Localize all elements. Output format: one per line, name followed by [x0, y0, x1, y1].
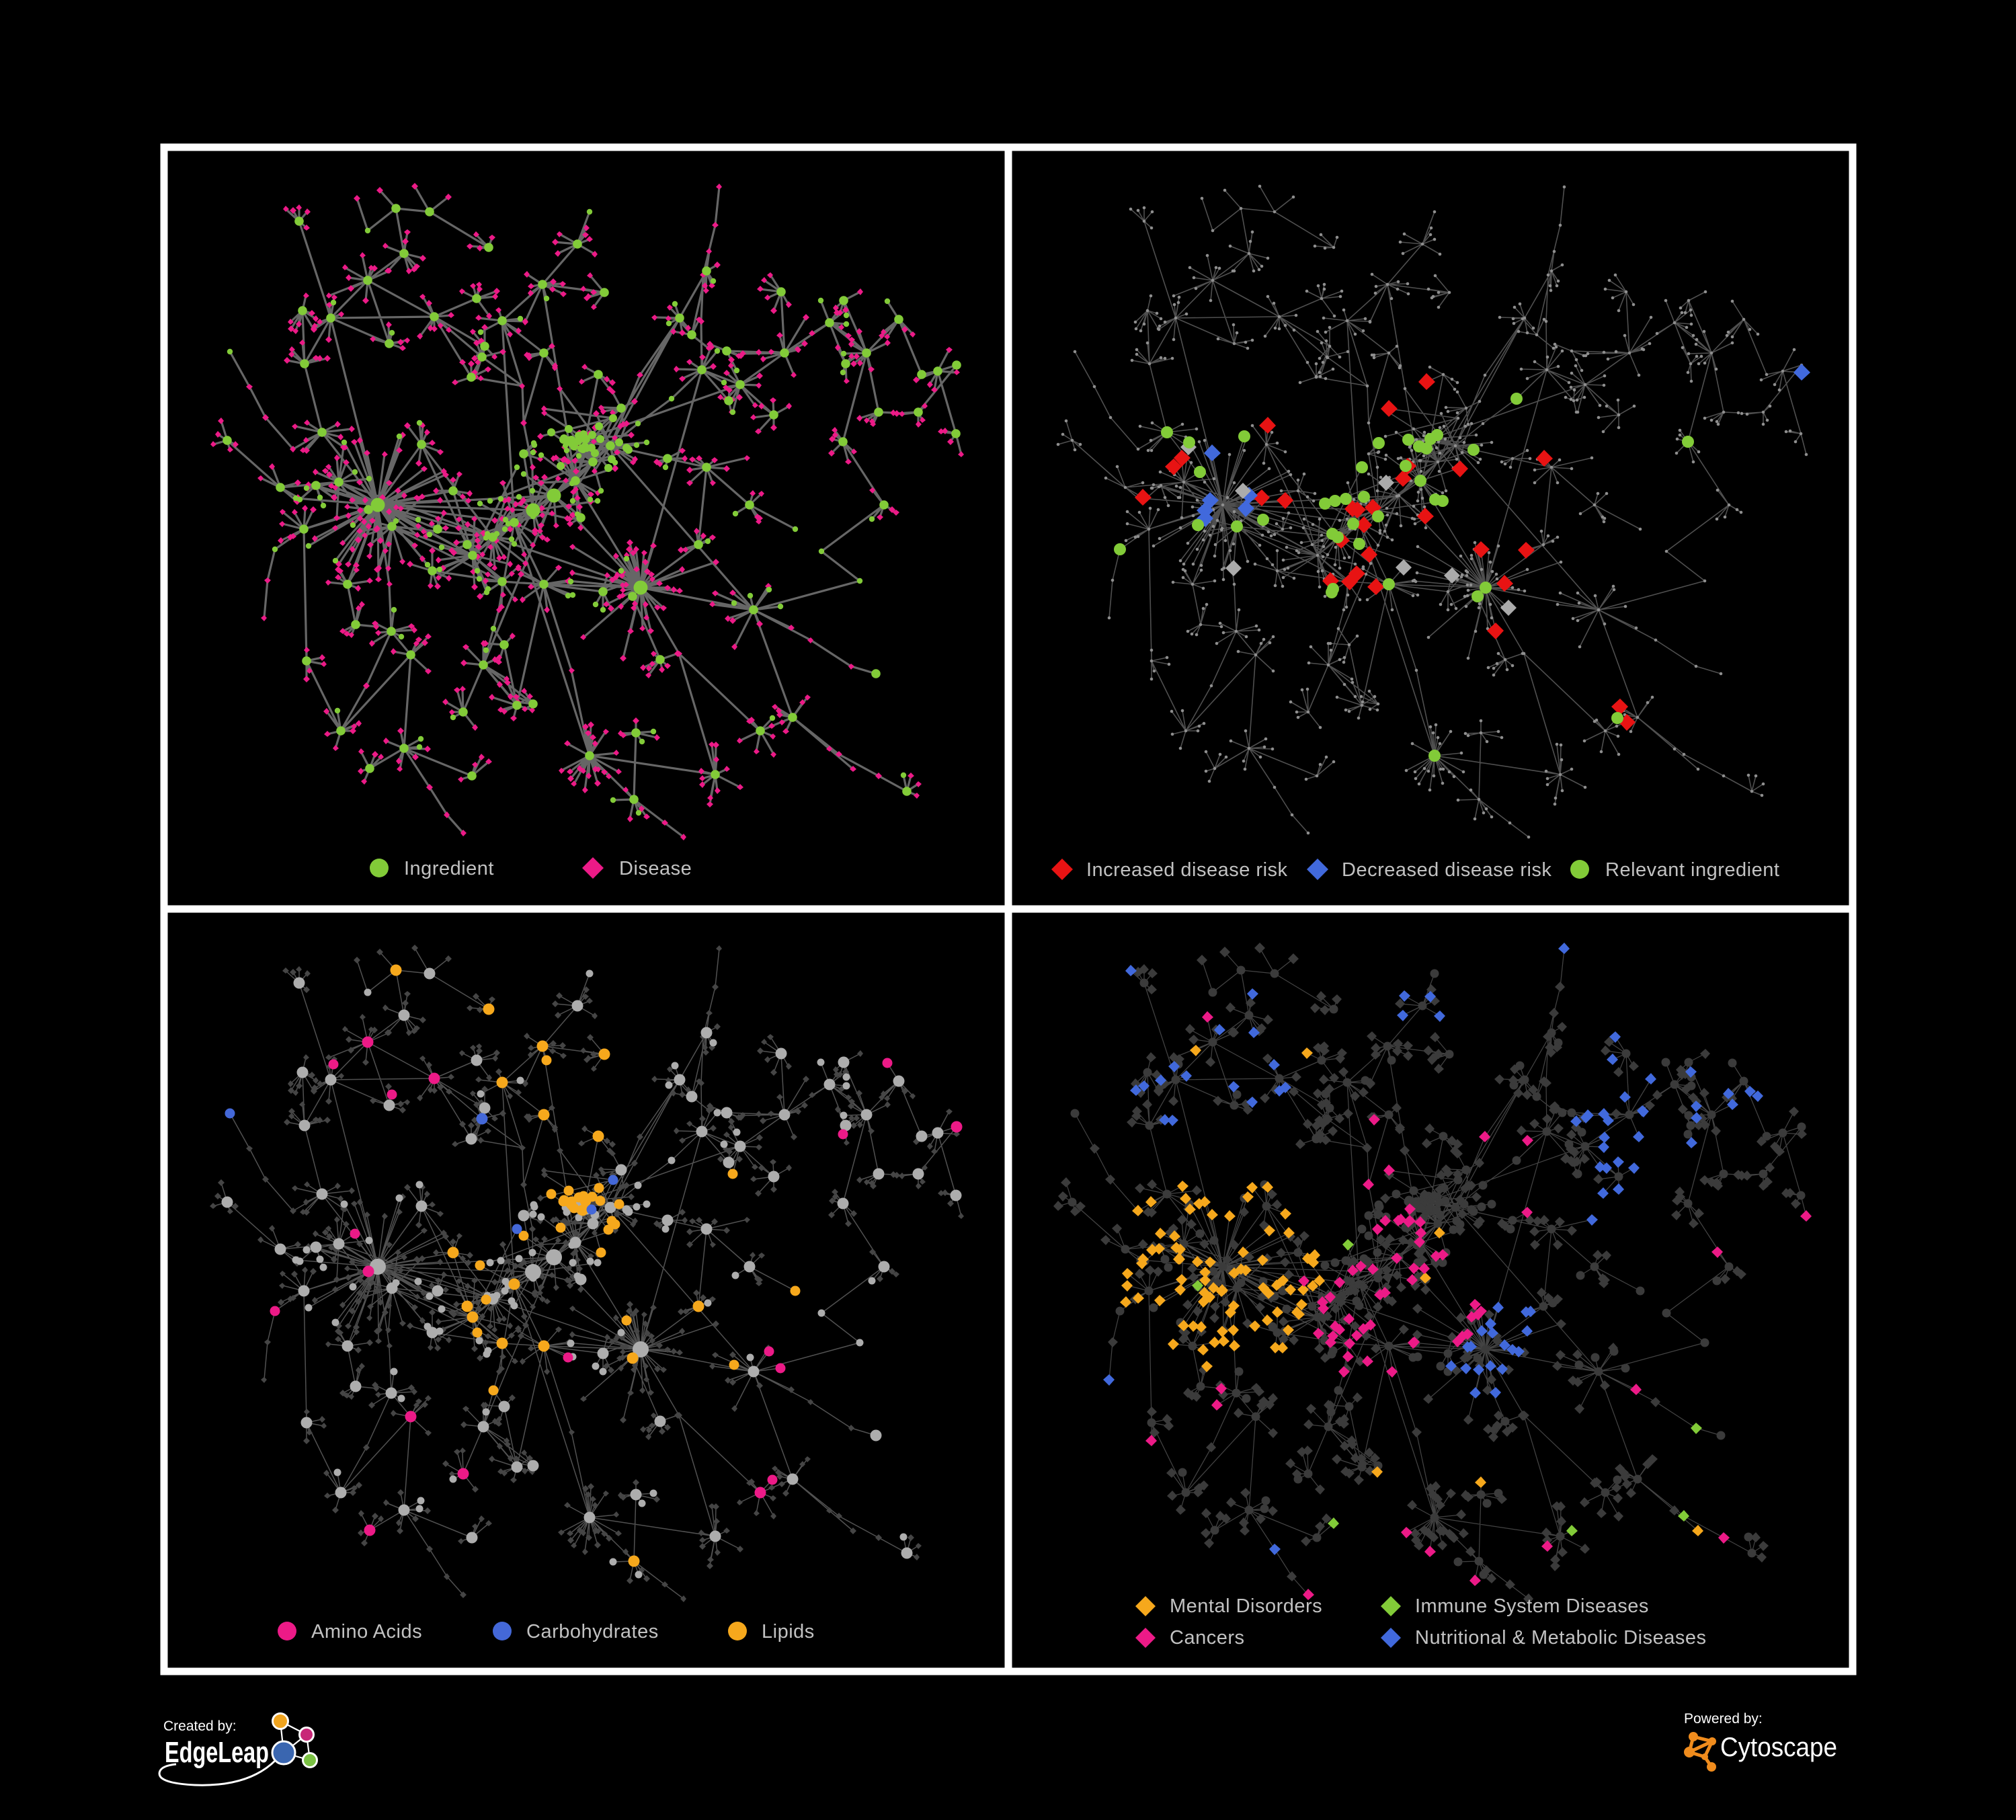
- svg-text:Immune System Diseases: Immune System Diseases: [1415, 1595, 1649, 1617]
- svg-text:Disease: Disease: [619, 858, 692, 879]
- svg-text:Amino Acids: Amino Acids: [311, 1621, 422, 1643]
- svg-text:Mental Disorders: Mental Disorders: [1170, 1595, 1322, 1617]
- svg-text:Decreased disease risk: Decreased disease risk: [1342, 859, 1551, 881]
- svg-text:EdgeLeap: EdgeLeap: [165, 1736, 269, 1769]
- svg-text:Ingredient: Ingredient: [404, 858, 494, 879]
- svg-text:Relevant ingredient: Relevant ingredient: [1605, 859, 1779, 881]
- svg-text:Powered by:: Powered by:: [1684, 1711, 1763, 1727]
- svg-text:Increased disease risk: Increased disease risk: [1086, 859, 1288, 881]
- svg-text:Carbohydrates: Carbohydrates: [526, 1621, 659, 1643]
- svg-text:Nutritional & Metabolic Diseas: Nutritional & Metabolic Diseases: [1415, 1627, 1706, 1649]
- svg-text:Cancers: Cancers: [1170, 1627, 1245, 1649]
- svg-text:Created by:: Created by:: [163, 1718, 237, 1734]
- svg-text:Cytoscape: Cytoscape: [1720, 1733, 1837, 1762]
- svg-text:Lipids: Lipids: [762, 1621, 815, 1643]
